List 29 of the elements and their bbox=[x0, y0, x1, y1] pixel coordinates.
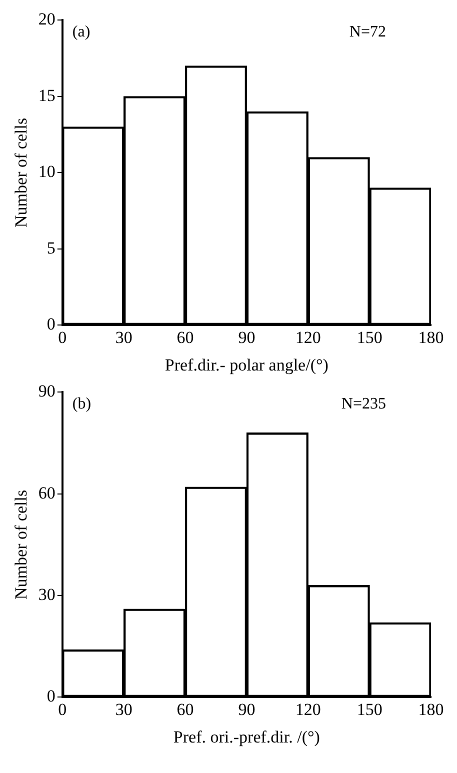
y-tick-label: 10 bbox=[38, 162, 56, 182]
x-tick-label: 90 bbox=[238, 700, 256, 719]
y-tick-label: 0 bbox=[46, 314, 56, 334]
y-tick-label: 5 bbox=[46, 238, 56, 258]
x-tick-label: 150 bbox=[356, 700, 382, 719]
annotation: (a) bbox=[72, 23, 90, 40]
y-axis-title: Number of cells bbox=[12, 118, 31, 228]
y-tick-label: 20 bbox=[38, 10, 56, 29]
x-tick-label: 90 bbox=[238, 328, 256, 347]
y-tick-label: 30 bbox=[38, 585, 56, 604]
x-tick-label: 30 bbox=[115, 700, 132, 719]
x-tick-label: 180 bbox=[418, 700, 444, 719]
x-tick-label: 150 bbox=[356, 328, 382, 347]
x-tick-label: 60 bbox=[176, 700, 194, 719]
annotation: N=72 bbox=[349, 23, 386, 40]
x-axis-title: Pref.dir.- polar angle/(°) bbox=[164, 355, 328, 374]
x-tick-label: 180 bbox=[418, 328, 444, 347]
annotation: (b) bbox=[72, 395, 92, 412]
x-axis-title: Pref. ori.-pref.dir. /(°) bbox=[173, 727, 320, 746]
y-tick-label: 15 bbox=[38, 86, 56, 105]
y-axis-title: Number of cells bbox=[12, 490, 31, 600]
x-tick-label: 120 bbox=[295, 700, 321, 719]
y-tick-label: 0 bbox=[46, 686, 56, 706]
y-tick-label: 60 bbox=[38, 483, 56, 502]
annotation: N=235 bbox=[341, 395, 386, 412]
x-tick-label: 30 bbox=[115, 328, 132, 347]
x-tick-label: 60 bbox=[176, 328, 194, 347]
y-tick-label: 90 bbox=[38, 382, 56, 401]
x-tick-label: 120 bbox=[295, 328, 321, 347]
